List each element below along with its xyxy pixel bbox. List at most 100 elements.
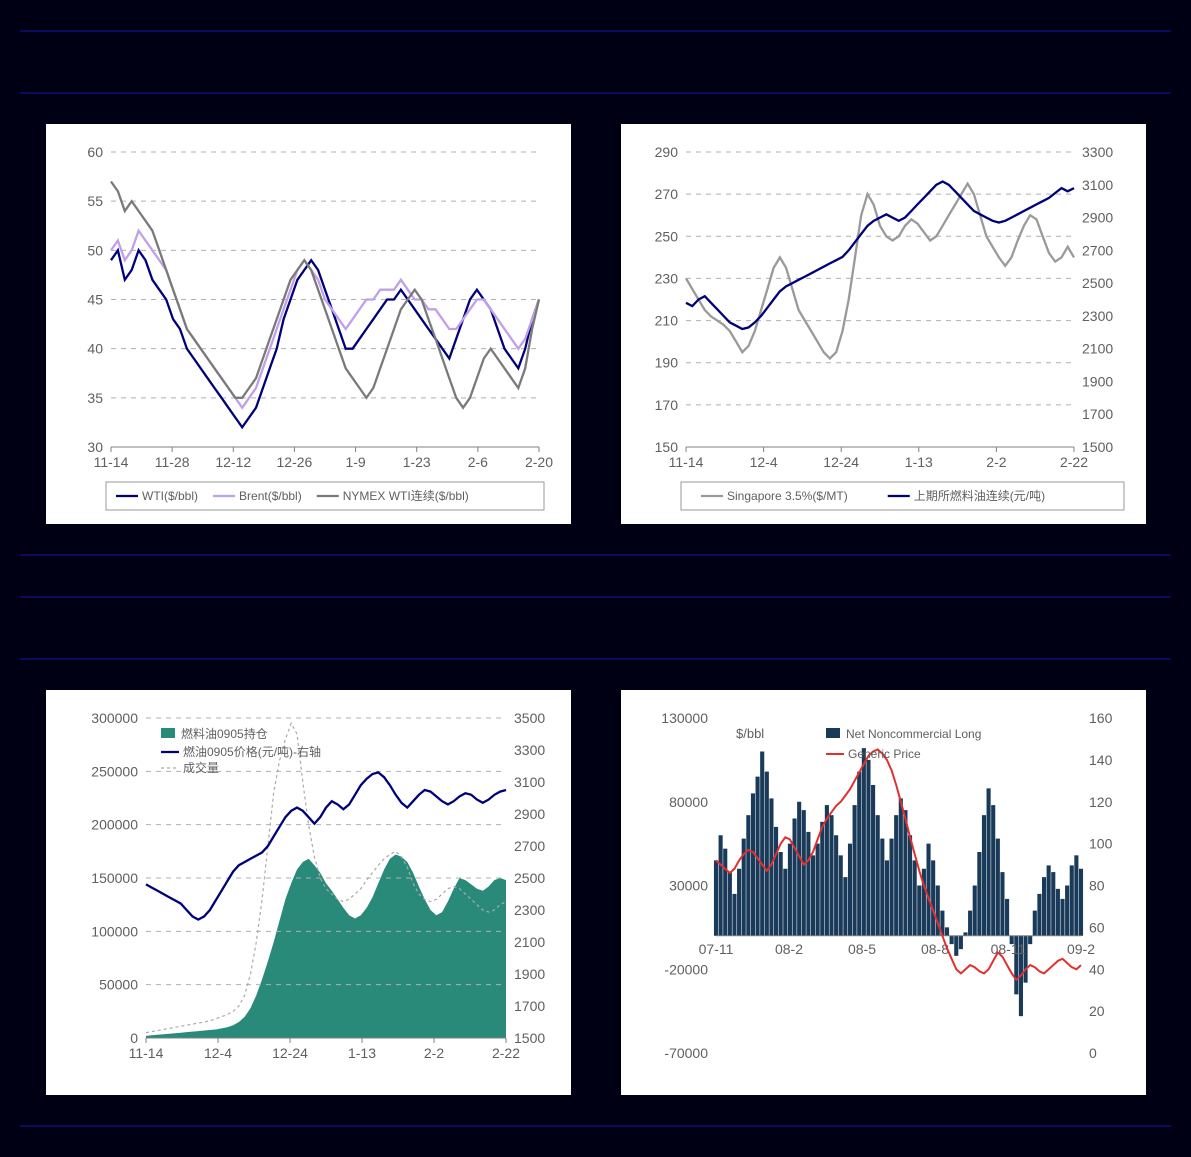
svg-text:210: 210 [654, 313, 678, 329]
svg-text:3100: 3100 [1082, 177, 1113, 193]
axis-unit-label: $/bbl [736, 726, 764, 741]
svg-text:0: 0 [130, 1030, 138, 1046]
legend-label: 燃油0905价格(元/吨)-右轴 [183, 744, 321, 759]
legend-label: NYMEX WTI连续($/bbl) [342, 488, 468, 503]
svg-text:07-11: 07-11 [698, 941, 733, 957]
svg-text:2300: 2300 [1082, 308, 1113, 324]
svg-text:11-14: 11-14 [668, 454, 703, 470]
svg-text:30: 30 [87, 439, 103, 455]
svg-text:3300: 3300 [1082, 144, 1113, 160]
svg-text:2100: 2100 [514, 934, 545, 950]
svg-text:2-22: 2-22 [491, 1045, 519, 1061]
svg-text:08-2: 08-2 [774, 941, 802, 957]
svg-text:45: 45 [87, 292, 103, 308]
svg-text:120: 120 [1089, 794, 1113, 810]
chart-3-container: 0500001000001500002000002500003000001500… [46, 690, 571, 1095]
svg-text:35: 35 [87, 390, 103, 406]
divider [20, 30, 1171, 32]
svg-text:12-26: 12-26 [276, 454, 312, 470]
svg-text:11-14: 11-14 [93, 454, 128, 470]
svg-text:2-22: 2-22 [1059, 454, 1087, 470]
svg-text:2500: 2500 [1082, 275, 1113, 291]
svg-text:1500: 1500 [514, 1030, 545, 1046]
svg-text:230: 230 [654, 270, 678, 286]
legend-label: 成交量 [183, 760, 219, 775]
fuel-oil-chart: 1501701902102302502702901500170019002100… [631, 134, 1136, 514]
svg-text:09-2: 09-2 [1066, 941, 1094, 957]
svg-text:1-9: 1-9 [345, 454, 365, 470]
svg-text:12-4: 12-4 [203, 1045, 231, 1061]
svg-text:1700: 1700 [1082, 406, 1113, 422]
svg-text:12-4: 12-4 [749, 454, 777, 470]
svg-text:3500: 3500 [514, 710, 545, 726]
divider [20, 1125, 1171, 1127]
svg-text:2700: 2700 [1082, 242, 1113, 258]
svg-text:12-24: 12-24 [272, 1045, 308, 1061]
svg-text:2-2: 2-2 [423, 1045, 443, 1061]
svg-text:50: 50 [87, 242, 103, 258]
svg-text:50000: 50000 [99, 977, 138, 993]
svg-text:100000: 100000 [91, 923, 138, 939]
svg-text:150: 150 [654, 439, 678, 455]
svg-text:12-12: 12-12 [215, 454, 251, 470]
svg-text:1-13: 1-13 [904, 454, 932, 470]
svg-text:190: 190 [654, 355, 678, 371]
legend-label: Brent($/bbl) [239, 489, 302, 503]
svg-text:30000: 30000 [669, 878, 708, 894]
legend-label: Singapore 3.5%($/MT) [727, 489, 848, 503]
svg-text:250000: 250000 [91, 763, 138, 779]
svg-text:60: 60 [1089, 919, 1105, 935]
divider [20, 554, 1171, 556]
svg-text:140: 140 [1089, 752, 1113, 768]
chart-1-container: 30 35 40 45 50 55 60 11-14 11-28 12-12 12-26 1-9 1-2… [46, 124, 571, 524]
svg-text:1500: 1500 [1082, 439, 1113, 455]
net-long-price-chart: -70000 -20000 30000 80000 130000 0 20 40 60 80 100… [631, 700, 1136, 1085]
svg-text:1900: 1900 [1082, 373, 1113, 389]
svg-text:2-20: 2-20 [524, 454, 552, 470]
legend-label: 上期所燃料油连续(元/吨) [913, 488, 1044, 503]
svg-text:20: 20 [1089, 1003, 1105, 1019]
chart-2-container: 1501701902102302502702901500170019002100… [621, 124, 1146, 524]
svg-text:11-28: 11-28 [154, 454, 189, 470]
chart-4-container: -70000 -20000 30000 80000 130000 0 20 40 60 80 100… [621, 690, 1146, 1095]
legend-label: WTI($/bbl) [142, 489, 198, 503]
chart-row-2: 0500001000001500002000002500003000001500… [20, 690, 1171, 1095]
svg-text:2900: 2900 [1082, 210, 1113, 226]
divider [20, 596, 1171, 598]
crude-price-chart: 30 35 40 45 50 55 60 11-14 11-28 12-12 12-26 1-9 1-2… [56, 134, 561, 514]
svg-text:-70000: -70000 [664, 1045, 708, 1061]
legend-label: Generic Price [848, 747, 921, 761]
svg-text:80000: 80000 [669, 794, 708, 810]
svg-text:12-24: 12-24 [823, 454, 859, 470]
divider [20, 92, 1171, 94]
svg-text:150000: 150000 [91, 870, 138, 886]
svg-text:2500: 2500 [514, 870, 545, 886]
svg-text:2-2: 2-2 [986, 454, 1006, 470]
legend-label: Net Noncommercial Long [846, 727, 981, 741]
svg-text:-20000: -20000 [664, 961, 708, 977]
svg-text:160: 160 [1089, 710, 1113, 726]
svg-text:55: 55 [87, 193, 103, 209]
svg-text:2-6: 2-6 [467, 454, 487, 470]
svg-text:80: 80 [1089, 878, 1105, 894]
svg-text:2100: 2100 [1082, 341, 1113, 357]
svg-text:250: 250 [654, 228, 678, 244]
svg-text:130000: 130000 [661, 710, 708, 726]
svg-text:270: 270 [654, 186, 678, 202]
svg-text:1900: 1900 [514, 966, 545, 982]
svg-text:100: 100 [1089, 836, 1113, 852]
svg-text:3100: 3100 [514, 774, 545, 790]
divider [20, 658, 1171, 660]
svg-text:2700: 2700 [514, 838, 545, 854]
volume-oi-price-chart: 0500001000001500002000002500003000001500… [56, 700, 561, 1085]
svg-text:1-13: 1-13 [347, 1045, 375, 1061]
svg-text:11-14: 11-14 [128, 1045, 163, 1061]
svg-text:290: 290 [654, 144, 678, 160]
svg-text:60: 60 [87, 144, 103, 160]
svg-text:40: 40 [87, 341, 103, 357]
svg-text:1700: 1700 [514, 998, 545, 1014]
svg-text:2900: 2900 [514, 806, 545, 822]
svg-text:40: 40 [1089, 961, 1105, 977]
svg-text:0: 0 [1089, 1045, 1097, 1061]
svg-text:1-23: 1-23 [402, 454, 430, 470]
